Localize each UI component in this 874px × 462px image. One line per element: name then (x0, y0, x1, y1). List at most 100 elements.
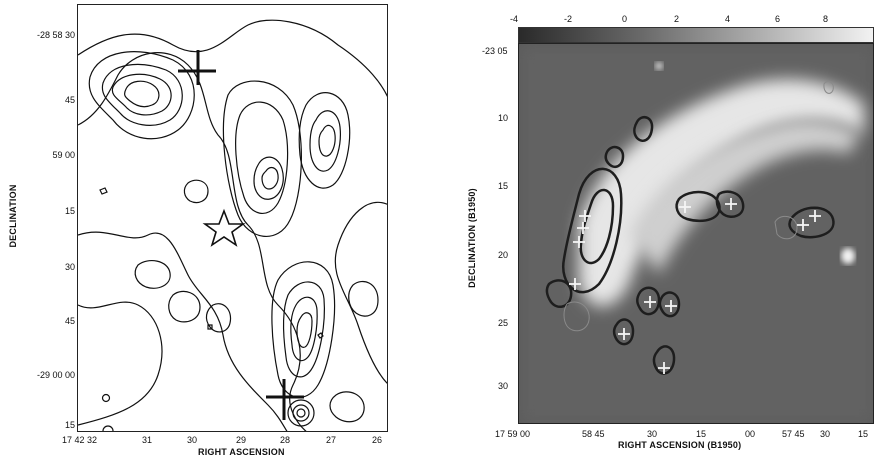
x-tick-label: 58 45 (582, 429, 605, 439)
contour-line (318, 124, 336, 157)
y-tick-label: 20 (498, 250, 509, 260)
bright-spot (841, 248, 855, 264)
y-tick-label: 15 (498, 181, 509, 191)
colorbar (518, 27, 874, 43)
cross-marker (618, 328, 630, 340)
x-tick-label: 26 (372, 435, 383, 445)
contour-line (101, 63, 183, 126)
cross-marker (573, 236, 585, 248)
x-tick-label: 27 (326, 435, 337, 445)
contour-line (636, 286, 661, 316)
y-tick-label: -28 58 30 (36, 30, 75, 40)
colorbar-tick-label: 0 (622, 14, 628, 24)
y-axis-title: DECLINATION (8, 184, 18, 248)
contour-line (78, 52, 307, 431)
contour-line (633, 115, 654, 142)
left-contour-plot (78, 19, 387, 431)
y-tick-label: 30 (498, 381, 509, 391)
contour-line (88, 51, 195, 140)
x-tick-label: 17 59 00 (495, 429, 531, 439)
colorbar-tick-label: 6 (775, 14, 781, 24)
x-tick-label: 15 (696, 429, 707, 439)
x-tick-label: 30 (647, 429, 658, 439)
x-axis-title: RIGHT ASCENSION (198, 447, 285, 457)
contour-line (317, 332, 324, 339)
colorbar-tick-label: 8 (823, 14, 829, 24)
colorbar-tick-label: 4 (725, 14, 731, 24)
colorbar-tick-label: 2 (674, 14, 680, 24)
contour-line (78, 19, 387, 98)
right-greyscale-image (519, 44, 873, 423)
contour-line (168, 290, 201, 323)
y-axis-title: DECLINATION (B1950) (467, 188, 477, 288)
contour-ring (292, 404, 310, 422)
contour-ring (102, 425, 114, 431)
left-contour-map-panel: -28 58 30 45 59 00 15 30 45 -29 00 00 15… (0, 0, 420, 462)
contour-line (222, 80, 302, 237)
contour-line (207, 324, 213, 330)
x-tick-label: 17 42 32 (62, 435, 98, 445)
y-tick-label: 59 00 (52, 150, 75, 160)
contour-line (99, 187, 108, 195)
contour-line (715, 190, 745, 218)
nebula-arc (629, 120, 859, 274)
colorbar-tick-label: -2 (564, 14, 573, 24)
contour-line (612, 318, 635, 346)
y-tick-label: 15 (64, 420, 75, 430)
cross-marker (679, 201, 691, 213)
y-tick-label: 15 (64, 206, 75, 216)
contour-line (283, 281, 325, 378)
contour-line (290, 296, 318, 362)
cross-marker (658, 362, 670, 374)
contour-line (561, 167, 623, 294)
contour-line (78, 231, 288, 431)
contour-line (788, 206, 835, 239)
x-tick-label: 28 (280, 435, 291, 445)
x-tick-label: 29 (236, 435, 247, 445)
x-axis-title: RIGHT ASCENSION (B1950) (618, 440, 742, 450)
cross-marker (644, 296, 656, 308)
contour-line (134, 259, 171, 289)
contour-ring (296, 408, 306, 418)
contour-line (334, 201, 387, 384)
contour-line (545, 279, 573, 309)
contour-line (205, 303, 232, 333)
y-tick-label: 45 (64, 95, 75, 105)
y-tick-label: 45 (64, 316, 75, 326)
x-tick-label: 57 45 (782, 429, 805, 439)
cross-marker (665, 300, 677, 312)
contour-line (329, 391, 365, 423)
contour-line (261, 166, 279, 190)
contour-line (298, 92, 351, 189)
contour-line (111, 73, 172, 116)
contour-line (823, 81, 834, 94)
contour-line (675, 190, 721, 223)
contour-ring (287, 399, 315, 427)
colorbar-tick-label: -4 (510, 14, 519, 24)
left-map-frame (77, 4, 388, 432)
contour-line (348, 280, 379, 317)
contour-line (652, 345, 676, 375)
x-tick-label: 00 (745, 429, 756, 439)
y-tick-label: -29 00 00 (36, 370, 75, 380)
x-tick-label: 31 (142, 435, 153, 445)
cross-marker (797, 219, 809, 231)
cross-marker (725, 198, 737, 210)
y-tick-label: 25 (498, 318, 509, 328)
right-map-frame (518, 43, 874, 424)
y-tick-label: 10 (498, 113, 509, 123)
contour-line (253, 156, 284, 200)
contour-line (309, 110, 341, 172)
x-tick-label: 30 (820, 429, 831, 439)
x-tick-label: 15 (858, 429, 869, 439)
contour-line (604, 145, 625, 168)
contour-line (78, 301, 163, 426)
contour-line (774, 215, 798, 240)
contour-line (124, 80, 160, 108)
bright-spot (655, 62, 663, 70)
contour-line (563, 301, 590, 332)
contour-line (183, 179, 209, 204)
contour-line (235, 101, 289, 214)
cross-marker (569, 278, 581, 290)
contour-line (271, 261, 336, 398)
